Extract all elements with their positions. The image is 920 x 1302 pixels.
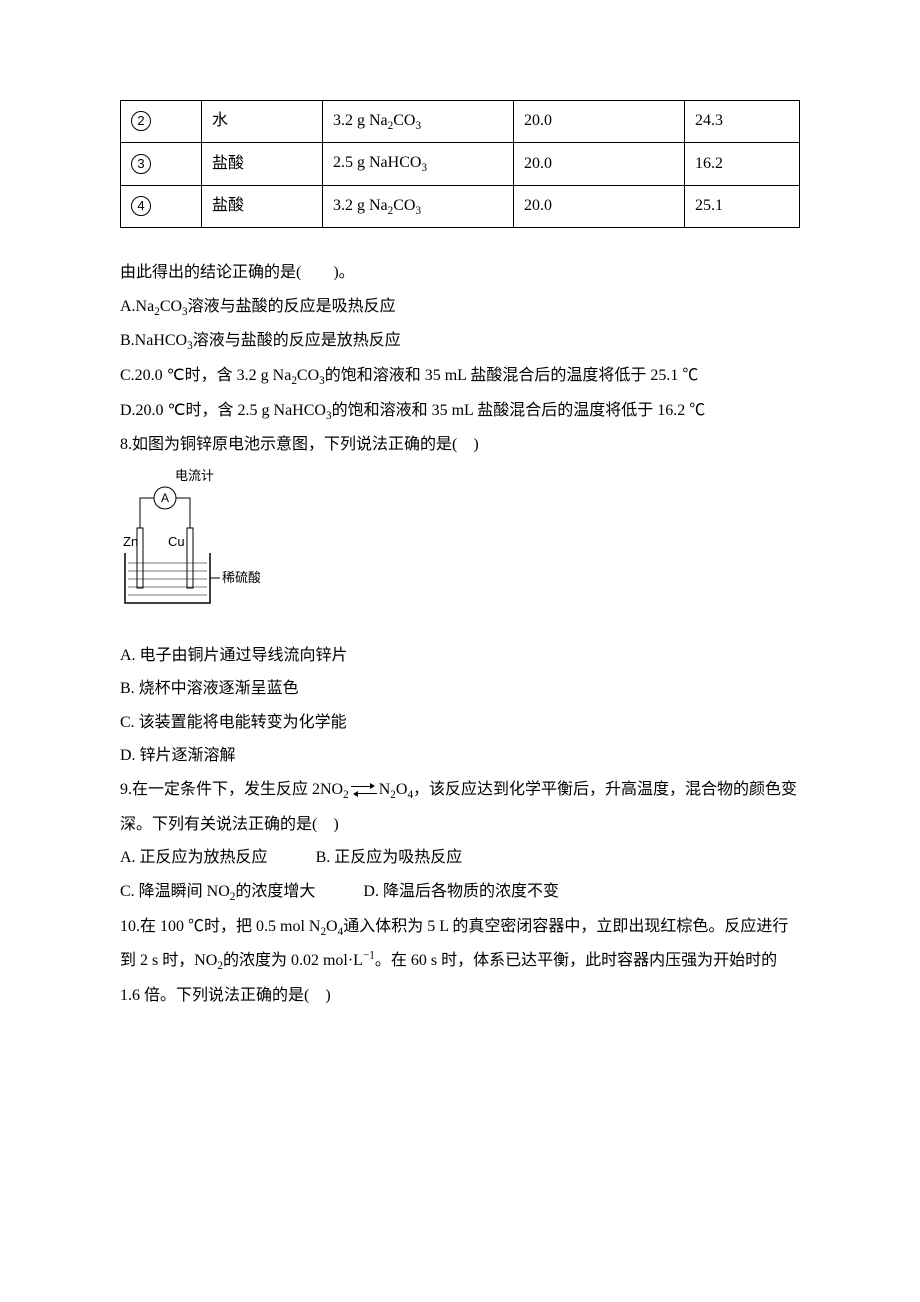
col2-cell: 3.2 g Na2CO3 [323,101,514,143]
col2-cell: 2.5 g NaHCO3 [323,143,514,185]
txt: 2.5 g NaHCO [333,154,421,171]
circled-num: 4 [131,196,151,216]
col2-cell: 3.2 g Na2CO3 [323,185,514,227]
col1-cell: 水 [202,101,323,143]
q9-options-cd: C. 降温瞬间 NO2的浓度增大 D. 降温后各物质的浓度不变 [120,875,800,910]
txt: 10.在 100 ℃时，把 0.5 mol N [120,918,320,935]
q7-option-d: D.20.0 ℃时，含 2.5 g NaHCO3的饱和溶液和 35 mL 盐酸混… [120,394,800,429]
txt: O [396,781,408,798]
q7-option-a: A.Na2CO3溶液与盐酸的反应是吸热反应 [120,290,800,325]
diagram-svg: 电流计 A Zn Cu 稀硫酸 [120,468,260,618]
txt: A.Na [120,298,154,315]
col4-cell: 25.1 [685,185,800,227]
col3-cell: 20.0 [514,101,685,143]
row-num-cell: 2 [121,101,202,143]
q8-option-a: A. 电子由铜片通过导线流向锌片 [120,639,800,673]
txt: 的浓度为 0.02 mol·L [223,952,363,969]
txt: 溶液与盐酸的反应是吸热反应 [188,298,396,315]
label-cu: Cu [168,534,185,549]
q9-option-d: D. 降温后各物质的浓度不变 [363,883,559,900]
col1-cell: 盐酸 [202,185,323,227]
txt: B.NaHCO [120,332,187,349]
label-ammeter: 电流计 [175,468,214,483]
txt: CO [393,197,415,214]
txt: CO [160,298,182,315]
txt: D.20.0 ℃时，含 2.5 g NaHCO [120,402,326,419]
circled-num: 3 [131,154,151,174]
txt: 3.2 g Na [333,112,388,129]
q8-option-d: D. 锌片逐渐溶解 [120,739,800,773]
circled-num: 2 [131,111,151,131]
col3-cell: 20.0 [514,185,685,227]
txt: 的饱和溶液和 35 mL 盐酸混合后的温度将低于 16.2 ℃ [332,402,706,419]
label-zn: Zn [123,534,138,549]
beaker [125,553,210,603]
galvanic-cell-diagram: 电流计 A Zn Cu 稀硫酸 [120,468,800,631]
col4-cell: 24.3 [685,101,800,143]
txt: 溶液与盐酸的反应是放热反应 [193,332,401,349]
label-acid: 稀硫酸 [222,570,260,585]
q8-stem: 8.如图为铜锌原电池示意图，下列说法正确的是( ) [120,428,800,462]
txt: C.20.0 ℃时，含 3.2 g Na [120,367,291,384]
q7-option-b: B.NaHCO3溶液与盐酸的反应是放热反应 [120,324,800,359]
col4-cell: 16.2 [685,143,800,185]
q9-option-c-post: 的浓度增大 [235,883,315,900]
sub: 3 [415,205,421,217]
sub: 2 [343,789,349,801]
q9-option-b: B. 正反应为吸热反应 [316,849,463,866]
sub: 3 [415,120,421,132]
sub: 3 [421,163,427,175]
table-row: 4 盐酸 3.2 g Na2CO3 20.0 25.1 [121,185,800,227]
q7-option-c: C.20.0 ℃时，含 3.2 g Na2CO3的饱和溶液和 35 mL 盐酸混… [120,359,800,394]
txt: 9.在一定条件下，发生反应 2NO [120,781,343,798]
q8-option-b: B. 烧杯中溶液逐渐呈蓝色 [120,672,800,706]
page-content: 2 水 3.2 g Na2CO3 20.0 24.3 3 盐酸 2.5 g Na… [0,0,920,1093]
label-a: A [161,491,169,505]
table-row: 2 水 3.2 g Na2CO3 20.0 24.3 [121,101,800,143]
txt: CO [297,367,319,384]
txt: N [379,781,391,798]
q8-option-c: C. 该装置能将电能转变为化学能 [120,706,800,740]
reversible-arrow-icon [351,784,377,796]
txt: 3.2 g Na [333,197,388,214]
q9-option-a: A. 正反应为放热反应 [120,849,268,866]
txt: 的饱和溶液和 35 mL 盐酸混合后的温度将低于 25.1 ℃ [325,367,699,384]
q9-stem: 9.在一定条件下，发生反应 2NO2N2O4，该反应达到化学平衡后，升高温度，混… [120,773,800,841]
txt: CO [393,112,415,129]
row-num-cell: 4 [121,185,202,227]
txt: O [326,918,338,935]
col1-cell: 盐酸 [202,143,323,185]
q9-options-ab: A. 正反应为放热反应 B. 正反应为吸热反应 [120,841,800,875]
row-num-cell: 3 [121,143,202,185]
sup: −1 [363,950,375,962]
q9-option-c-pre: C. 降温瞬间 NO [120,883,230,900]
col3-cell: 20.0 [514,143,685,185]
q7-stem: 由此得出的结论正确的是( )。 [120,256,800,290]
table-row: 3 盐酸 2.5 g NaHCO3 20.0 16.2 [121,143,800,185]
q10-stem: 10.在 100 ℃时，把 0.5 mol N2O4通入体积为 5 L 的真空密… [120,910,800,1013]
data-table: 2 水 3.2 g Na2CO3 20.0 24.3 3 盐酸 2.5 g Na… [120,100,800,228]
